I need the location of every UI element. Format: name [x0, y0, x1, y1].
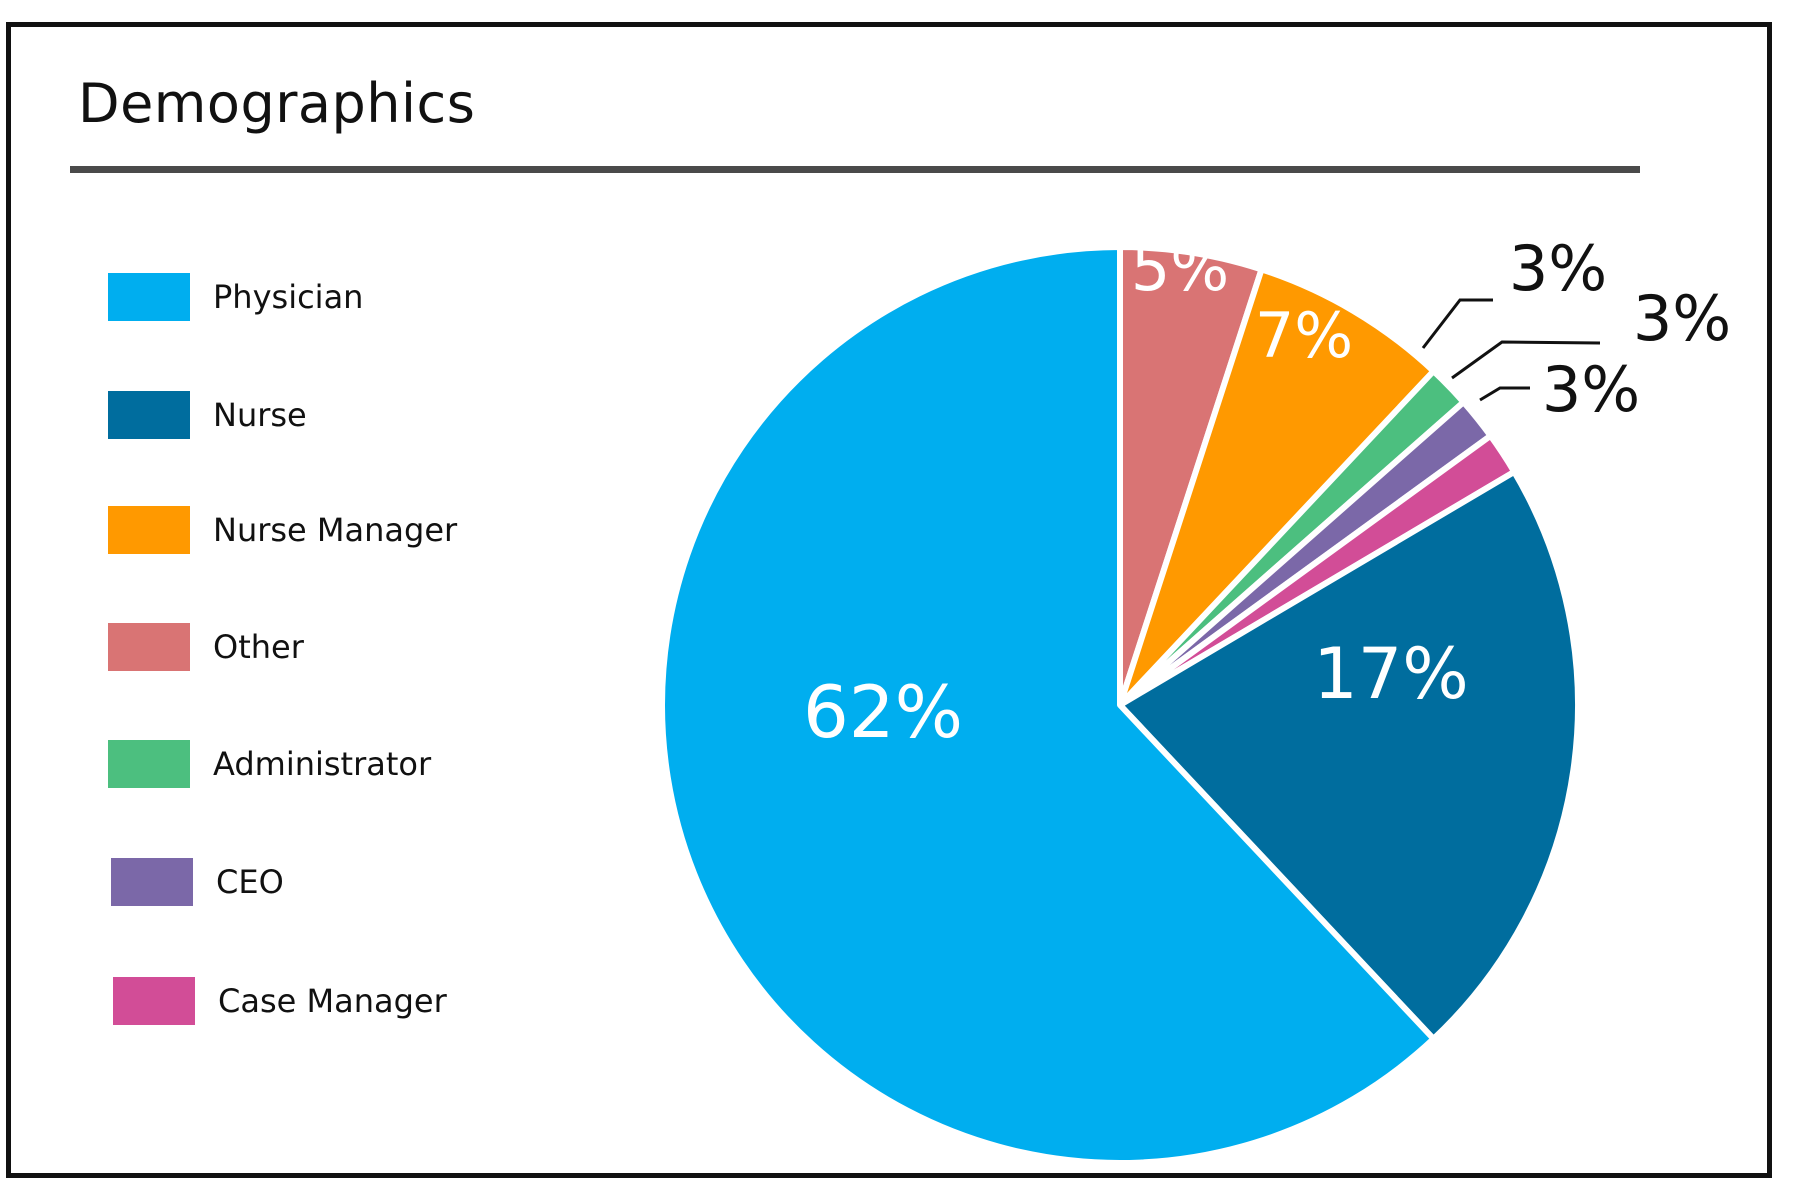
data-label-nurse-manager: 7% — [1255, 299, 1353, 372]
pie-slice-physician — [659, 244, 1437, 1166]
data-label-case-manager: 3% — [1542, 353, 1640, 426]
legend-swatch-nurse — [108, 391, 190, 439]
data-label-physician: 62% — [803, 670, 963, 754]
legend-item-nurse-manager: Nurse Manager — [108, 505, 457, 555]
pie-slice-nurse — [1117, 468, 1581, 1042]
data-label-ceo: 3% — [1633, 282, 1731, 355]
legend-swatch-nurse-manager — [108, 506, 190, 554]
legend-item-physician: Physician — [108, 272, 363, 322]
legend-label-case-manager: Case Manager — [218, 982, 447, 1020]
pie-slice-nurse-manager — [1117, 266, 1437, 708]
legend-label-physician: Physician — [213, 278, 364, 316]
legend-item-case-manager: Case Manager — [113, 976, 447, 1026]
title-divider — [70, 166, 1640, 173]
legend-swatch-administrator — [108, 740, 190, 788]
data-label-nurse: 17% — [1313, 633, 1469, 715]
leader-line-ceo — [1451, 340, 1601, 380]
legend-swatch-other — [108, 623, 190, 671]
leader-line-administrator — [1421, 298, 1493, 349]
legend-label-ceo: CEO — [216, 863, 284, 901]
data-label-administrator: 3% — [1509, 232, 1607, 305]
legend-label-nurse-manager: Nurse Manager — [213, 511, 458, 549]
legend-item-administrator: Administrator — [108, 739, 431, 789]
legend-item-ceo: CEO — [111, 857, 284, 907]
legend-swatch-case-manager — [113, 977, 195, 1025]
legend-swatch-ceo — [111, 858, 193, 906]
legend-label-nurse: Nurse — [213, 396, 307, 434]
chart-title: Demographics — [78, 72, 476, 135]
legend-label-administrator: Administrator — [213, 745, 432, 783]
legend-item-other: Other — [108, 622, 304, 672]
legend-label-other: Other — [213, 628, 304, 666]
leader-line-case-manager — [1479, 386, 1530, 402]
data-label-other: 5% — [1131, 232, 1229, 305]
legend-swatch-physician — [108, 273, 190, 321]
legend-item-nurse: Nurse — [108, 390, 307, 440]
